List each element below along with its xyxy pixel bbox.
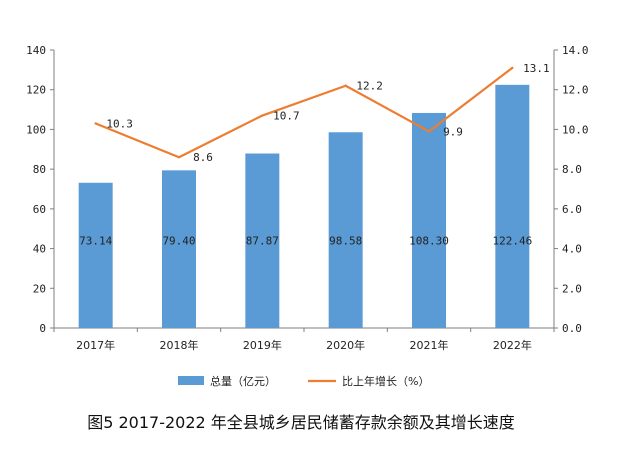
bar xyxy=(245,153,280,328)
y-left-tick-label: 60 xyxy=(33,203,46,216)
legend-bar-swatch xyxy=(178,376,204,385)
y-left-tick-label: 120 xyxy=(26,84,46,97)
bar-data-label: 87.87 xyxy=(246,235,279,248)
legend-bar-label: 总量（亿元） xyxy=(210,374,276,388)
y-left-tick-label: 20 xyxy=(33,282,46,295)
bar-data-label: 79.40 xyxy=(162,235,195,248)
bar-series xyxy=(78,84,530,328)
line-data-labels: 10.3 8.6 10.7 12.2 9.9 13.1 xyxy=(106,62,549,164)
legend: 总量（亿元） 比上年增长（%） xyxy=(178,374,429,388)
y-right-tick-label: 8.0 xyxy=(562,163,582,176)
legend-line-label: 比上年增长（%） xyxy=(342,374,429,388)
growth-line-point xyxy=(511,66,514,70)
growth-line xyxy=(95,66,514,159)
y-left-tick-label: 140 xyxy=(26,44,46,57)
axes-group: 0 20 40 60 80 100 120 140 0.0 2.0 4.0 6.0 8.0 10.0 12.… xyxy=(26,44,588,352)
bar xyxy=(78,182,113,328)
growth-line-point xyxy=(177,156,181,159)
line-data-label: 13.1 xyxy=(523,62,550,75)
bar xyxy=(328,132,363,328)
chart-title: 图5 2017-2022 年全县城乡居民储蓄存款余额及其增长速度 xyxy=(87,413,515,432)
y-right-tick-label: 0.0 xyxy=(562,322,582,335)
x-tick-label: 2017年 xyxy=(76,338,115,352)
y-left-tick-label: 80 xyxy=(33,163,46,176)
bar-data-label: 73.14 xyxy=(79,235,112,248)
growth-line-point xyxy=(261,114,264,117)
line-data-label: 10.7 xyxy=(273,110,300,123)
x-tick-label: 2022年 xyxy=(493,338,532,352)
bar-data-label: 98.58 xyxy=(329,235,362,248)
line-data-label: 9.9 xyxy=(443,125,463,138)
growth-line-point xyxy=(344,84,347,87)
y-right-tick-label: 12.0 xyxy=(562,84,589,97)
line-data-label: 10.3 xyxy=(106,117,133,130)
line-data-label: 8.6 xyxy=(193,151,213,164)
y-right-tick-label: 2.0 xyxy=(562,282,582,295)
y-left-tick-label: 0 xyxy=(39,322,46,335)
bar xyxy=(495,84,530,328)
line-series xyxy=(94,66,514,159)
growth-line-point xyxy=(427,130,431,133)
line-data-label: 12.2 xyxy=(356,80,383,93)
bar-data-label: 108.30 xyxy=(409,235,449,248)
bar xyxy=(162,170,196,328)
growth-line-point xyxy=(94,122,97,125)
bar-data-label: 122.46 xyxy=(492,235,532,248)
bar-data-labels: 73.14 79.40 87.87 98.58 108.30 122.46 xyxy=(79,235,532,248)
y-right-tick-label: 6.0 xyxy=(562,203,582,216)
bar xyxy=(412,112,446,328)
y-left-tick-label: 100 xyxy=(26,123,46,136)
y-left-tick-label: 40 xyxy=(33,243,46,256)
x-tick-label: 2019年 xyxy=(243,338,282,352)
y-right-tick-label: 4.0 xyxy=(562,243,582,256)
x-tick-label: 2021年 xyxy=(410,338,449,352)
y-right-tick-label: 10.0 xyxy=(562,123,589,136)
x-tick-label: 2018年 xyxy=(160,338,199,352)
y-right-tick-label: 14.0 xyxy=(562,44,589,57)
x-tick-label: 2020年 xyxy=(326,338,365,352)
